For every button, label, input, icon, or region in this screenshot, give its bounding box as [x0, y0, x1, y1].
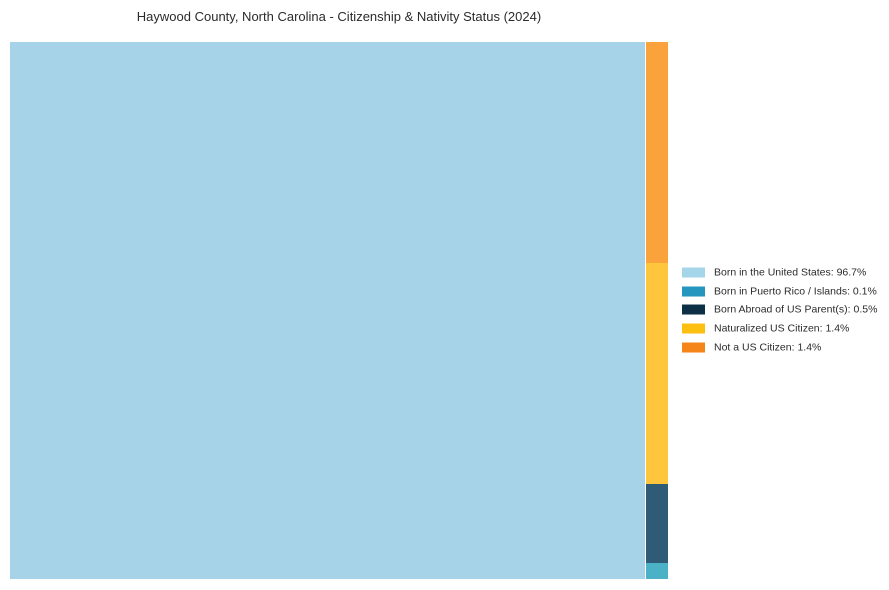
treemap-tile-strip[interactable]: [646, 484, 668, 563]
legend-label: Born in the United States: 96.7%: [714, 266, 867, 279]
legend-label: Naturalized US Citizen: 1.4%: [714, 322, 850, 335]
legend-swatch: [682, 286, 705, 297]
legend: Born in the United States: 96.7% Born in …: [682, 264, 877, 357]
chart-title: Haywood County, North Carolina - Citizen…: [136, 9, 542, 24]
treemap-tile-strip[interactable]: [646, 563, 668, 579]
legend-item[interactable]: Born in the United States: 96.7%: [682, 264, 877, 283]
legend-swatch: [682, 323, 705, 334]
legend-item[interactable]: Born in Puerto Rico / Islands: 0.1%: [682, 282, 877, 301]
treemap-tile-main[interactable]: [10, 42, 645, 579]
legend-swatch: [682, 267, 705, 278]
legend-item[interactable]: Naturalized US Citizen: 1.4%: [682, 319, 877, 338]
legend-swatch: [682, 305, 705, 315]
legend-label: Not a US Citizen: 1.4%: [714, 341, 822, 354]
treemap-tile-strip[interactable]: [646, 263, 668, 484]
legend-label: Born in Puerto Rico / Islands: 0.1%: [714, 285, 877, 298]
legend-item[interactable]: Born Abroad of US Parent(s): 0.5%: [682, 301, 877, 320]
legend-item[interactable]: Not a US Citizen: 1.4%: [682, 338, 877, 357]
legend-label: Born Abroad of US Parent(s): 0.5%: [714, 304, 878, 316]
treemap-plot: [10, 42, 668, 579]
legend-swatch: [682, 342, 705, 353]
treemap-tile-strip[interactable]: [646, 42, 668, 263]
